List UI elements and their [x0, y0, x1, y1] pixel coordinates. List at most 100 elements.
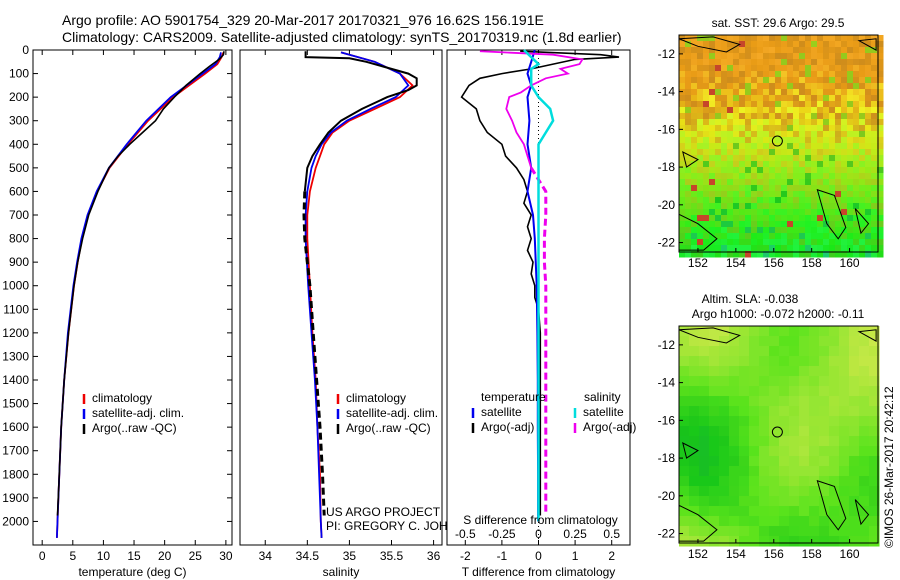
map-cell — [787, 47, 794, 54]
map-cell — [811, 65, 818, 72]
map-cell — [769, 65, 776, 72]
map-cell — [757, 167, 764, 174]
map-cell — [811, 191, 818, 198]
map-cell — [871, 245, 878, 252]
map-cell — [697, 215, 704, 222]
map-cell — [751, 119, 758, 126]
x-tick-label: 0 — [39, 549, 46, 563]
map-cell — [709, 245, 716, 252]
map-cell — [877, 197, 884, 204]
map-cell — [775, 107, 782, 114]
map-cell — [697, 53, 704, 60]
map-cell — [787, 215, 794, 222]
map-cell — [817, 221, 824, 228]
map-cell — [779, 336, 790, 347]
map-cell — [763, 167, 770, 174]
map-cell — [697, 113, 704, 120]
map-cell — [719, 406, 730, 417]
map-cell — [871, 89, 878, 96]
map-cell — [719, 486, 730, 497]
map-cell — [727, 203, 734, 210]
map-cell — [805, 41, 812, 48]
map-cell — [727, 83, 734, 90]
map-cell — [847, 137, 854, 144]
map-cell — [869, 436, 880, 447]
x-axis-label: temperature (deg C) — [78, 565, 186, 579]
map-cell — [859, 456, 870, 467]
map-cell — [703, 167, 710, 174]
map-cell — [817, 203, 824, 210]
map-cell — [775, 197, 782, 204]
map-cell — [719, 336, 730, 347]
map-cell — [847, 227, 854, 234]
map-cell — [859, 197, 866, 204]
map-cell — [769, 203, 776, 210]
map-cell — [745, 47, 752, 54]
map-cell — [769, 101, 776, 108]
map-cell — [689, 426, 700, 437]
map-cell — [865, 101, 872, 108]
map-cell — [817, 41, 824, 48]
figure-title-line1: Argo profile: AO 5901754_329 20-Mar-2017… — [62, 12, 544, 28]
map-cell — [679, 245, 686, 252]
map-cell — [877, 119, 884, 126]
map-cell — [871, 107, 878, 114]
map-cell — [829, 47, 836, 54]
map-cell — [847, 191, 854, 198]
map-cell — [739, 233, 746, 240]
x-tick-label: 10 — [97, 549, 111, 563]
map-cell — [793, 149, 800, 156]
map-cell — [763, 155, 770, 162]
map-cell — [689, 466, 700, 477]
map-cell — [757, 89, 764, 96]
map-cell — [811, 149, 818, 156]
map-cell — [811, 161, 818, 168]
map-cell — [779, 376, 790, 387]
map-cell — [871, 47, 878, 54]
map-cell — [859, 107, 866, 114]
map-cell — [685, 89, 692, 96]
map-cell — [679, 446, 690, 457]
map-cell — [805, 77, 812, 84]
map-cell — [799, 77, 806, 84]
map-cell — [745, 197, 752, 204]
map-cell — [829, 233, 836, 240]
map-cell — [853, 59, 860, 66]
map-cell — [769, 149, 776, 156]
map-cell — [779, 446, 790, 457]
map-cell — [703, 215, 710, 222]
map-cell — [769, 179, 776, 186]
map-cell — [757, 239, 764, 246]
legend-label: Argo(..raw -QC) — [346, 421, 431, 435]
map-cell — [859, 137, 866, 144]
y-tick-label: 1500 — [2, 397, 29, 411]
map-cell — [781, 47, 788, 54]
map-cell — [823, 191, 830, 198]
map-cell — [877, 113, 884, 120]
map-cell — [877, 215, 884, 222]
map-cell — [733, 35, 740, 42]
map-cell — [799, 239, 806, 246]
map-cell — [733, 155, 740, 162]
map-cell — [709, 173, 716, 180]
map-cell — [859, 209, 866, 216]
map-cell — [835, 161, 842, 168]
map-cell — [739, 131, 746, 138]
map-cell — [763, 221, 770, 228]
map-cell — [679, 356, 690, 367]
map-cell — [859, 59, 866, 66]
x-tick-label: 0 — [535, 549, 542, 563]
map-cell — [787, 107, 794, 114]
map-cell — [781, 107, 788, 114]
map-cell — [703, 185, 710, 192]
map-cell — [877, 71, 884, 78]
map-cell — [715, 71, 722, 78]
map-cell — [869, 406, 880, 417]
map-cell — [853, 239, 860, 246]
map-cell — [799, 107, 806, 114]
map-cell — [727, 143, 734, 150]
map-cell — [775, 101, 782, 108]
map-cell — [817, 191, 824, 198]
figure-title-line2: Climatology: CARS2009. Satellite-adjuste… — [62, 29, 622, 45]
y-tick-label: -12 — [658, 338, 676, 352]
